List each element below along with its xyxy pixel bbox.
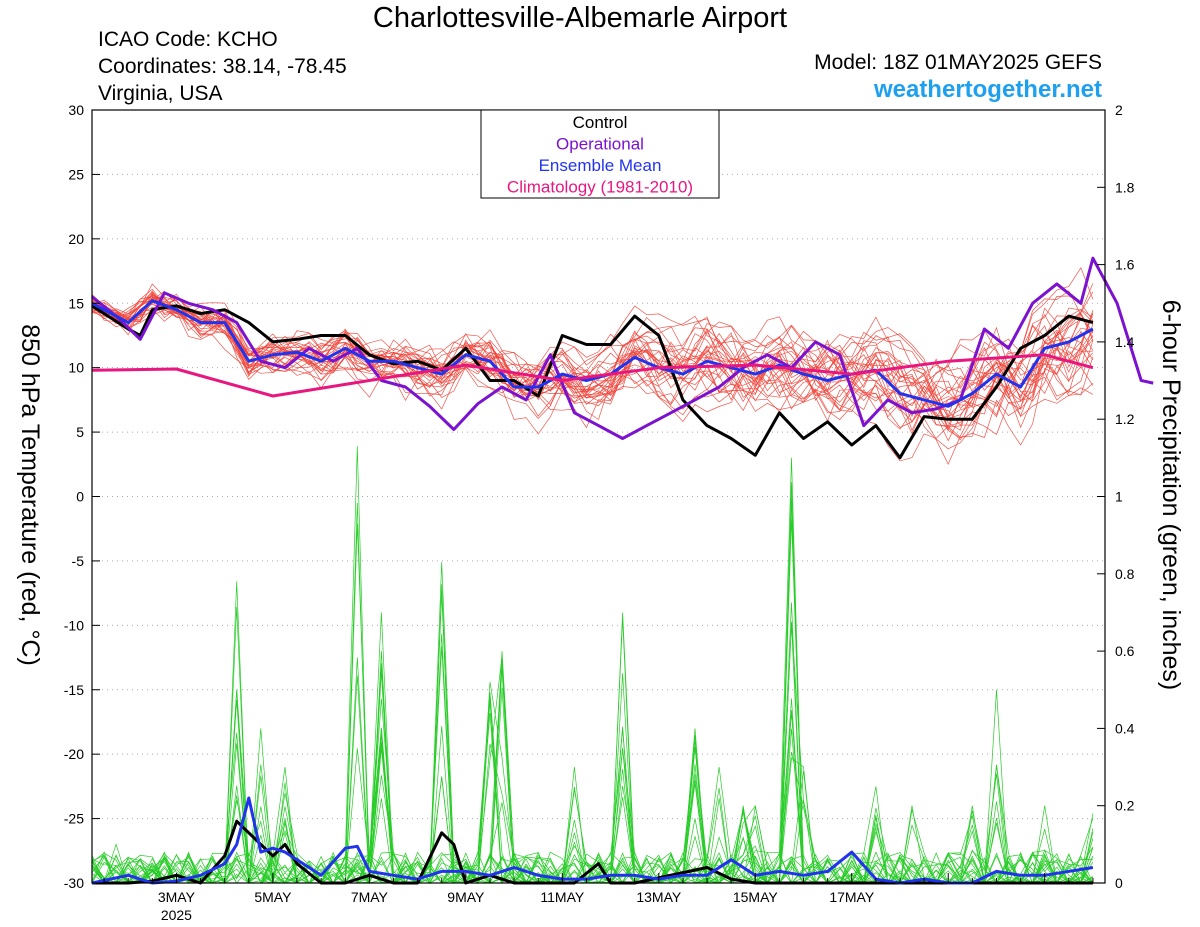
right-tick-label: 0.2 <box>1115 798 1135 814</box>
legend-entry-climatology-1981-2010: Climatology (1981-2010) <box>507 178 693 197</box>
left-tick-label: -25 <box>64 811 84 827</box>
left-tick-label: 10 <box>68 360 84 376</box>
temperature-operational-line <box>91 256 1154 440</box>
x-tick-label: 3MAY <box>158 889 196 905</box>
model-run: Model: 18Z 01MAY2025 GEFS <box>814 51 1102 74</box>
x-axis-ticks: 3MAY 5MAY 7MAY 9MAY 11MAY 13MAY 15MAY 17MAY 2025 <box>103 873 1094 923</box>
x-tick-label: 15MAY <box>733 889 779 905</box>
left-tick-label: 30 <box>68 102 84 118</box>
x-tick-label: 7MAY <box>351 889 389 905</box>
icao-code: ICAO Code: KCHO <box>98 28 278 51</box>
left-tick-label: 5 <box>76 424 84 440</box>
temperature-control-line <box>91 304 1094 460</box>
temperature-climatology-1981-2010-line <box>91 353 1094 398</box>
x-tick-label: 17MAY <box>829 889 875 905</box>
precipitation-member-line <box>92 612 1093 884</box>
precipitation-ensemble-members <box>91 446 1094 885</box>
precipitation-member-line <box>91 446 1094 884</box>
left-tick-label: -15 <box>64 682 84 698</box>
left-tick-label: 15 <box>68 295 84 311</box>
x-tick-label: 5MAY <box>254 889 292 905</box>
x-tick-label: 13MAY <box>636 889 682 905</box>
right-tick-label: 1.2 <box>1115 411 1135 427</box>
left-tick-label: 25 <box>68 166 84 182</box>
temperature-member-line <box>91 297 1094 429</box>
x-tick-label: 11MAY <box>540 889 584 905</box>
x-year-label: 2025 <box>161 907 192 923</box>
right-tick-label: 0.8 <box>1115 566 1135 582</box>
temperature-member-line <box>91 293 1094 411</box>
left-tick-label: 0 <box>76 489 84 505</box>
right-tick-label: 2 <box>1115 102 1123 118</box>
precipitation-member-line <box>91 633 1093 884</box>
y-axis-right-label: 6-hour Precipitation (green, inches) <box>1157 300 1185 690</box>
right-tick-label: 1.6 <box>1115 257 1135 273</box>
precipitation-member-line <box>92 651 1094 885</box>
coordinates: Coordinates: 38.14, -78.45 <box>98 55 347 78</box>
left-tick-label: -20 <box>64 746 84 762</box>
x-tick-label: 9MAY <box>447 889 485 905</box>
left-axis-ticks: -30 -25 -20 -15 -10 -5 0 5 10 15 20 25 30 <box>64 102 100 891</box>
site-link[interactable]: weathertogether.net <box>873 76 1102 103</box>
left-tick-label: -10 <box>64 617 84 633</box>
region: Virginia, USA <box>98 82 223 105</box>
legend-entry-ensemble-mean: Ensemble Mean <box>539 156 662 175</box>
temperature-ensemble-mean-line <box>91 299 1094 408</box>
right-tick-label: 1 <box>1115 489 1123 505</box>
grid-lines <box>92 173 1105 820</box>
right-tick-label: 1.4 <box>1115 334 1135 350</box>
page-title: Charlottesville-Albemarle Airport <box>372 2 788 34</box>
temperature-member-line <box>91 290 1094 421</box>
left-tick-label: -30 <box>64 875 84 891</box>
temperature-member-line <box>91 294 1094 462</box>
legend-entry-control: Control <box>573 113 628 132</box>
right-tick-label: 0.4 <box>1115 720 1135 736</box>
legend: Control Operational Ensemble Mean Climatolo… <box>480 109 720 199</box>
precipitation-member-line <box>91 612 1094 884</box>
right-tick-label: 0.6 <box>1115 643 1135 659</box>
precipitation-member-line <box>92 621 1094 884</box>
legend-entry-operational: Operational <box>556 135 644 154</box>
right-axis-ticks: 0 0.2 0.4 0.6 0.8 1 1.2 1.4 1.6 1.8 2 <box>1097 102 1135 891</box>
temperature-member-line <box>91 308 1094 446</box>
temperature-series <box>91 256 1154 460</box>
legend-box <box>480 109 720 199</box>
left-tick-label: 20 <box>68 231 84 247</box>
y-axis-left-label: 850 hPa Temperature (red, °C) <box>16 324 44 666</box>
right-tick-label: 1.8 <box>1115 179 1135 195</box>
precipitation-member-line <box>91 602 1094 885</box>
right-tick-label: 0 <box>1115 875 1123 891</box>
precipitation-ensemble-mean-line <box>91 796 1094 885</box>
precipitation-member-line <box>91 623 1094 885</box>
temperature-ensemble-members <box>91 267 1094 466</box>
temperature-member-line <box>91 299 1093 466</box>
left-tick-label: -5 <box>72 553 85 569</box>
temperature-member-line <box>91 294 1094 450</box>
